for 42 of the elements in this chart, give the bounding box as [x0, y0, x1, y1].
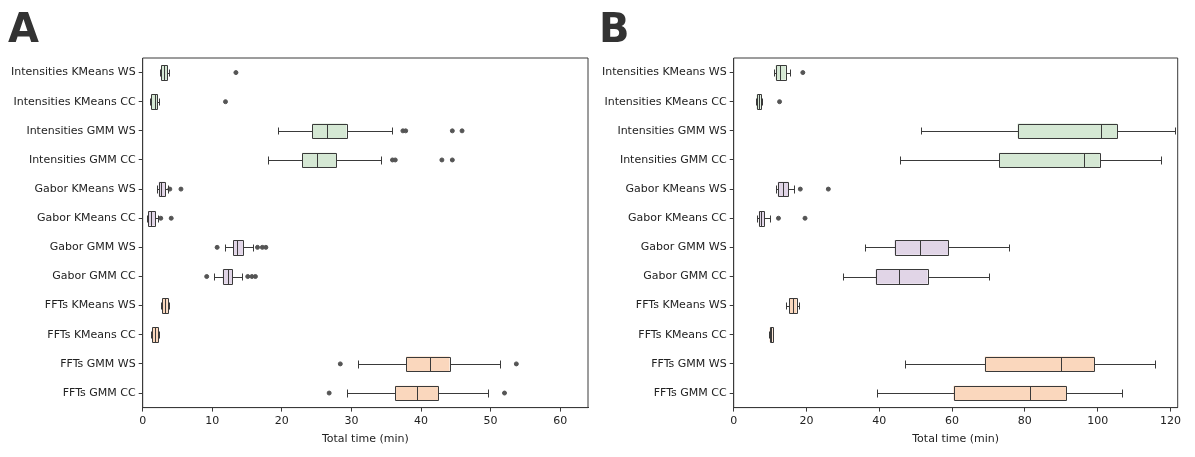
y-tick-label: Gabor KMeans WS: [34, 181, 136, 195]
y-tick-label: Intensities KMeans CC: [13, 94, 136, 108]
x-tick-label: 60: [553, 414, 568, 428]
y-tick-label: Gabor KMeans CC: [36, 211, 136, 225]
x-tick-label: 20: [274, 414, 289, 428]
x-tick-label: 0: [730, 414, 738, 428]
y-tick-label: Gabor GMM CC: [52, 269, 137, 283]
y-tick-label: FFTs KMeans CC: [47, 327, 136, 341]
y-tick-label: Gabor GMM CC: [643, 269, 728, 283]
y-tick-label: Gabor KMeans CC: [627, 211, 727, 225]
y-tick-label: Intensities GMM WS: [26, 123, 136, 137]
y-tick-label: Intensities KMeans WS: [601, 65, 727, 79]
x-tick-label: 60: [945, 414, 960, 428]
y-tick-label: Intensities GMM CC: [619, 152, 727, 166]
y-tick-label: Gabor GMM WS: [49, 240, 136, 254]
x-tick-label: 10: [205, 414, 220, 428]
x-tick-label: 20: [799, 414, 814, 428]
y-tick-label: FFTs GMM CC: [62, 385, 137, 399]
y-tick-label: FFTs KMeans WS: [635, 298, 727, 312]
y-tick-label: Intensities KMeans WS: [10, 65, 136, 79]
y-tick-label: Intensities GMM CC: [28, 152, 136, 166]
y-tick-label: FFTs GMM WS: [651, 356, 727, 370]
y-tick-label: FFTs KMeans CC: [638, 327, 727, 341]
x-tick-label: 100: [1087, 414, 1109, 428]
x-axis-title: Total time (min): [320, 432, 409, 446]
x-tick-label: 0: [139, 414, 147, 428]
x-tick-label: 30: [344, 414, 359, 428]
y-tick-label: FFTs KMeans WS: [44, 298, 136, 312]
x-tick-label: 120: [1159, 414, 1181, 428]
chart-title: A: [8, 5, 39, 52]
y-tick-label: Intensities GMM WS: [617, 123, 727, 137]
x-tick-label: 80: [1017, 414, 1032, 428]
x-axis-title: Total time (min): [911, 432, 1000, 446]
y-tick-label: Gabor KMeans WS: [625, 181, 727, 195]
y-tick-label: FFTs GMM CC: [653, 385, 728, 399]
y-tick-label: Intensities KMeans CC: [604, 94, 727, 108]
y-tick-label: FFTs GMM WS: [60, 356, 136, 370]
x-tick-label: 40: [414, 414, 429, 428]
y-tick-label: Gabor GMM WS: [640, 240, 727, 254]
x-tick-label: 40: [872, 414, 887, 428]
x-tick-label: 50: [483, 414, 498, 428]
chart-title: B: [599, 5, 630, 52]
